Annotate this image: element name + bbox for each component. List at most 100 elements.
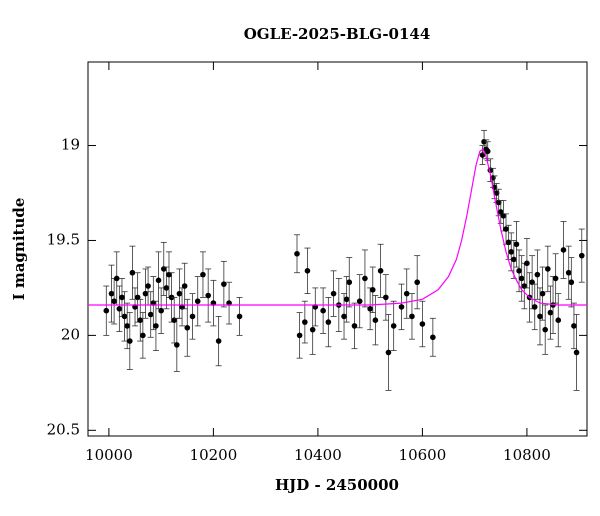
error-bar-part (205, 292, 211, 299)
error-bar-part (414, 279, 420, 286)
error-bar-part (578, 252, 585, 259)
error-bar-part (568, 279, 575, 286)
error-bar-part (351, 323, 358, 329)
y-tick-label: 19.5 (47, 230, 80, 248)
error-bar-part (155, 277, 162, 284)
data-point (570, 302, 577, 350)
error-bar-part (545, 266, 551, 272)
error-bar-part (377, 268, 384, 274)
error-bar-part (176, 290, 183, 297)
error-bar-part (116, 306, 123, 312)
data-point (205, 268, 212, 323)
data-point (113, 251, 120, 306)
error-bar-part (513, 241, 520, 248)
error-bar-part (518, 275, 525, 282)
error-bar-part (383, 294, 389, 301)
error-bar-part (200, 271, 206, 278)
data-point (555, 293, 562, 348)
data-point (534, 249, 541, 300)
data-point (139, 312, 146, 359)
data-point (484, 141, 491, 162)
error-bar-part (362, 275, 368, 282)
error-bar-part (403, 290, 410, 297)
data-point (189, 293, 196, 340)
error-bar-part (145, 283, 151, 289)
data-point (184, 298, 191, 357)
data-point (137, 298, 144, 342)
error-bar-part (330, 290, 337, 297)
error-bar-part (555, 317, 562, 323)
data-point (513, 221, 520, 268)
error-bar-part (560, 247, 567, 253)
error-bar-part (108, 290, 115, 297)
error-bar-part (325, 319, 332, 325)
data-point (108, 264, 115, 323)
data-point (152, 300, 159, 351)
error-bar-part (215, 338, 222, 344)
error-bar-part (158, 307, 164, 314)
error-bar-part (481, 138, 487, 145)
error-bar-part (430, 334, 436, 341)
error-bar-part (419, 321, 426, 327)
error-bar-part (573, 349, 580, 356)
error-bar-part (534, 271, 541, 278)
error-bar-part (127, 338, 133, 344)
data-point (536, 287, 543, 346)
data-point (341, 293, 348, 340)
error-bar-part (134, 294, 141, 301)
data-point (479, 145, 486, 165)
error-bar-part (113, 275, 120, 282)
data-point (385, 314, 392, 391)
data-point (547, 285, 554, 340)
error-bar-part (547, 309, 554, 316)
data-point (126, 312, 133, 370)
data-point (176, 268, 183, 319)
error-bar-part (294, 250, 300, 257)
error-bar-part (385, 349, 392, 356)
data-point (236, 297, 243, 336)
error-bar-part (495, 199, 502, 206)
error-bar-part (320, 307, 326, 314)
data-point (103, 285, 110, 336)
error-bar-part (511, 256, 517, 263)
model-curve (88, 148, 587, 306)
error-bar-part (160, 266, 167, 272)
error-bar-part (500, 212, 507, 219)
data-point (429, 317, 436, 357)
error-bar-part (181, 283, 188, 289)
data-point (573, 314, 580, 391)
data-point (382, 274, 389, 321)
error-bar-part (493, 190, 500, 196)
error-bar-part (171, 317, 178, 323)
data-point (552, 253, 559, 304)
data-point (403, 268, 410, 319)
plot-frame (87, 61, 588, 437)
error-bar-part (103, 307, 110, 314)
error-bar-part (508, 249, 515, 255)
data-point (578, 228, 585, 283)
data-point (134, 272, 141, 323)
error-bar-part (529, 279, 535, 286)
data-point (560, 221, 567, 279)
error-bar-part (542, 326, 548, 333)
error-bar-part (184, 324, 191, 331)
y-tick-label: 20.5 (47, 420, 80, 438)
error-bar-part (571, 323, 577, 329)
data-point (503, 213, 510, 245)
error-bar-part (309, 326, 316, 333)
error-bar-part (121, 313, 128, 320)
x-tick-label: 10800 (503, 446, 551, 464)
data-point (199, 251, 206, 298)
error-bar-part (221, 281, 227, 287)
error-bar-part (537, 313, 543, 320)
data-point (523, 238, 530, 289)
error-bar-part (137, 317, 144, 323)
data-point (531, 283, 538, 331)
data-point (493, 183, 500, 203)
data-point (508, 232, 515, 272)
error-bar-part (390, 323, 397, 329)
y-tick-label: 20 (61, 325, 80, 343)
data-point (544, 245, 551, 293)
error-bar-part (189, 313, 196, 320)
error-bar-part (367, 306, 373, 312)
